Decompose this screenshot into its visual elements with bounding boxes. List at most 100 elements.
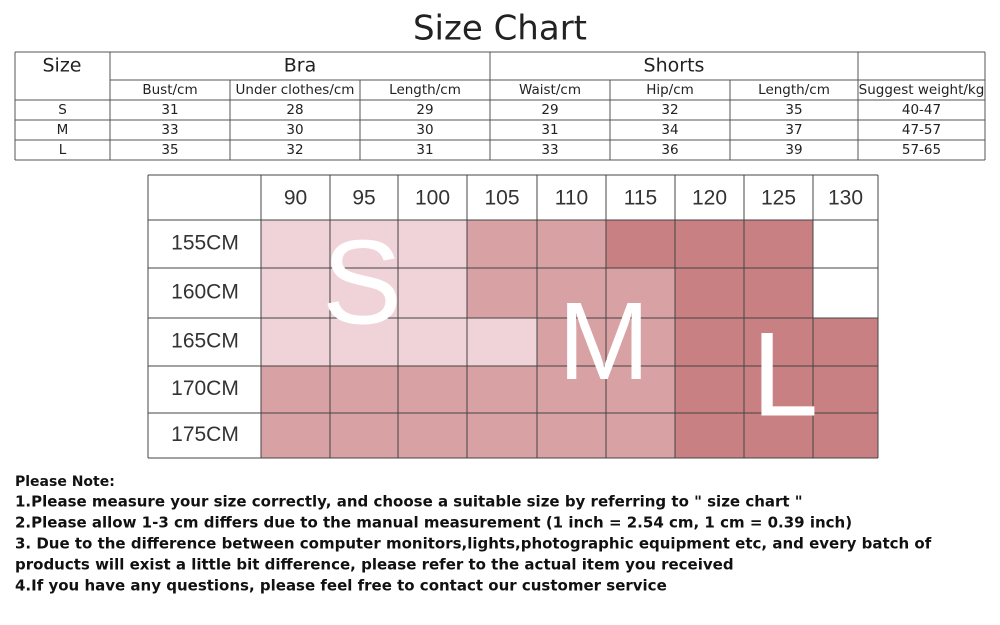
grid-column-header: 95 [352,187,375,210]
grid-cell [675,318,744,366]
column-header: Waist/cm [519,82,581,98]
grid-column-header: 90 [284,187,307,210]
size-letter: L [752,308,819,442]
grid-row-header: 155CM [171,232,239,255]
grid-cell [467,220,537,268]
grid-cell [330,318,398,366]
grid-row-header: 165CM [171,330,239,353]
grid-cell [467,268,537,318]
grid-cell [606,318,675,366]
grid-cell [261,220,330,268]
grid-cell [606,413,675,458]
table-cell: 35 [161,142,178,158]
table-cell: 30 [286,122,303,138]
column-header: Length/cm [389,82,461,98]
grid-cell [398,318,467,366]
grid-cell [537,366,606,413]
grid-cell [261,366,330,413]
grid-row-header: 170CM [171,377,239,400]
table-cell: 47-57 [902,122,941,138]
note-line: products will exist a little bit differe… [15,556,734,574]
grid-cell [744,318,813,366]
grid-row-header: 160CM [171,281,239,304]
table-cell: 29 [541,102,558,118]
grid-cell [675,366,744,413]
grid-cell [537,268,606,318]
grid-cell [675,268,744,318]
grid-cell [398,366,467,413]
column-header: Length/cm [758,82,830,98]
table-cell: M [57,122,69,138]
note-line: 1.Please measure your size correctly, an… [15,493,803,511]
notes-heading: Please Note: [15,474,115,490]
grid-column-header: 115 [624,187,657,210]
grid-cell [261,268,330,318]
grid-cell [675,413,744,458]
table-cell: 33 [541,142,558,158]
table-cell: 36 [661,142,678,158]
grid-cell [744,220,813,268]
grid-cell [398,268,467,318]
table-cell: 31 [161,102,178,118]
grid-cell [537,318,606,366]
table-cell: 33 [161,122,178,138]
grid-cell [744,268,813,318]
column-header: Under clothes/cm [236,82,355,98]
table-cell: 32 [661,102,678,118]
grid-cell [537,413,606,458]
grid-column-header: 100 [415,187,450,210]
grid-column-header: 130 [828,187,863,210]
grid-cell [813,220,878,268]
table-cell: 40-47 [902,102,941,118]
table-cell: 31 [416,142,433,158]
grid-cell [398,220,467,268]
grid-cell [606,268,675,318]
grid-row-header: 175CM [171,423,239,446]
table-cell: 35 [785,102,802,118]
grid-cell [330,413,398,458]
column-header: Hip/cm [646,82,694,98]
size-letter: M [558,280,650,403]
table-cell: L [59,142,67,158]
grid-cell [813,366,878,413]
table-cell: 37 [785,122,802,138]
grid-cell [606,220,675,268]
grid-cell [467,318,537,366]
grid-column-header: 125 [761,187,796,210]
grid-cell [537,220,606,268]
grid-cell [330,366,398,413]
grid-cell [744,366,813,413]
table-cell: 29 [416,102,433,118]
column-header: Suggest weight/kg [859,82,985,98]
table-cell: S [58,102,67,118]
grid-cell [261,318,330,366]
grid-cell [261,413,330,458]
note-line: 4.If you have any questions, please feel… [15,577,667,595]
note-line: 2.Please allow 1-3 cm differs due to the… [15,514,852,532]
column-header: Bust/cm [142,82,197,98]
grid-cell [813,318,878,366]
group-header: Size [42,55,81,77]
grid-column-header: 105 [484,187,519,210]
grid-cell [813,268,878,318]
grid-column-header: 110 [555,187,588,210]
table-cell: 57-65 [902,142,941,158]
table-cell: 31 [541,122,558,138]
title: Size Chart [413,9,587,49]
grid-cell [675,220,744,268]
grid-cell [467,366,537,413]
grid-cell [813,413,878,458]
grid-cell [330,220,398,268]
grid-cell [330,268,398,318]
size-letter: S [322,216,402,350]
group-header: Bra [284,55,317,77]
grid-cell [606,366,675,413]
table-cell: 32 [286,142,303,158]
table-cell: 30 [416,122,433,138]
grid-cell [744,413,813,458]
table-cell: 34 [661,122,678,138]
grid-cell [398,413,467,458]
table-cell: 39 [785,142,802,158]
